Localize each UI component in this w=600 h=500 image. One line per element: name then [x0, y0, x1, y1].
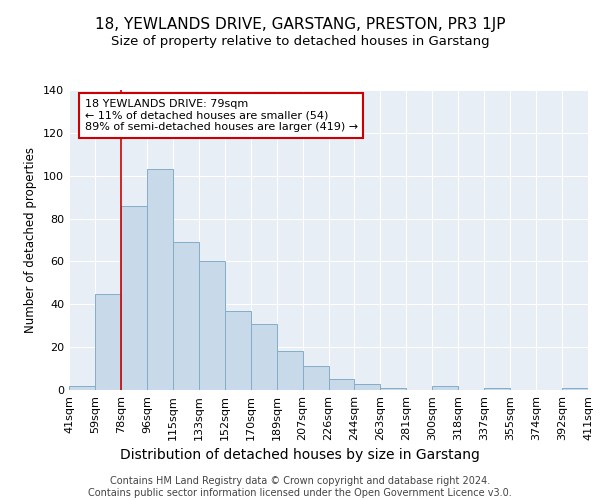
Bar — [173, 242, 199, 390]
Bar — [277, 352, 302, 390]
Bar — [433, 386, 458, 390]
Bar — [302, 366, 329, 390]
Text: Size of property relative to detached houses in Garstang: Size of property relative to detached ho… — [110, 35, 490, 48]
Bar — [121, 206, 147, 390]
Y-axis label: Number of detached properties: Number of detached properties — [25, 147, 37, 333]
Bar — [199, 262, 224, 390]
Bar — [355, 384, 380, 390]
Bar — [225, 310, 251, 390]
Bar — [95, 294, 121, 390]
Text: 18, YEWLANDS DRIVE, GARSTANG, PRESTON, PR3 1JP: 18, YEWLANDS DRIVE, GARSTANG, PRESTON, P… — [95, 18, 505, 32]
Bar — [380, 388, 406, 390]
Bar — [329, 380, 355, 390]
Text: Contains HM Land Registry data © Crown copyright and database right 2024.
Contai: Contains HM Land Registry data © Crown c… — [88, 476, 512, 498]
Bar — [69, 386, 95, 390]
Bar — [562, 388, 588, 390]
Text: 18 YEWLANDS DRIVE: 79sqm
← 11% of detached houses are smaller (54)
89% of semi-d: 18 YEWLANDS DRIVE: 79sqm ← 11% of detach… — [85, 99, 358, 132]
Bar — [147, 170, 173, 390]
Bar — [484, 388, 510, 390]
Bar — [251, 324, 277, 390]
Text: Distribution of detached houses by size in Garstang: Distribution of detached houses by size … — [120, 448, 480, 462]
